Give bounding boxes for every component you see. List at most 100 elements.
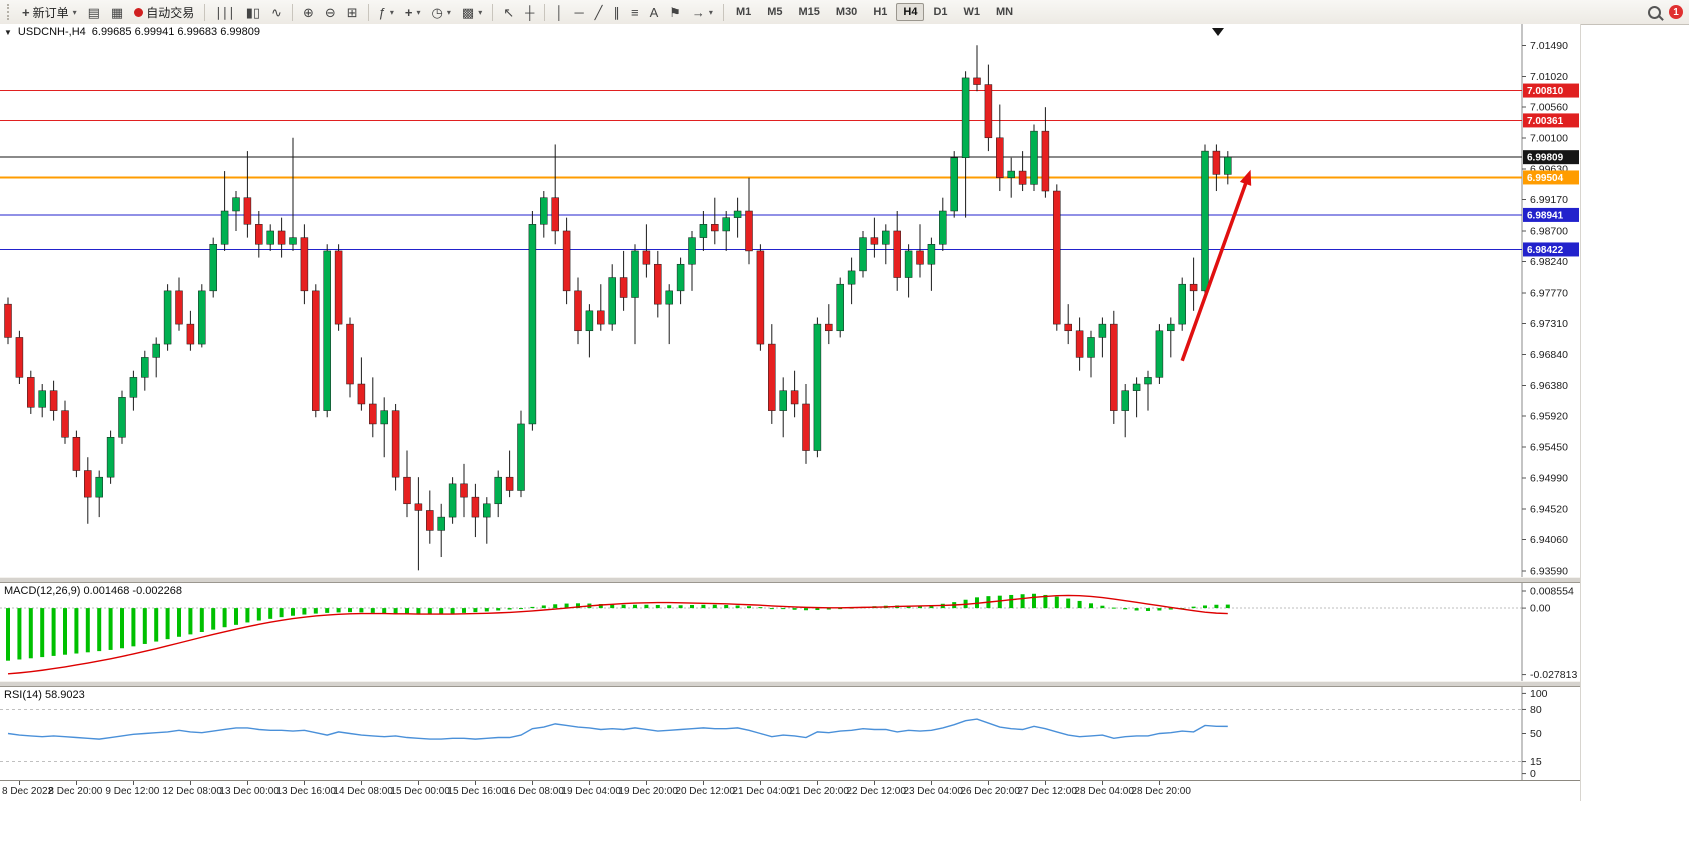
candle-body xyxy=(141,357,149,378)
timeframe-button-mn[interactable]: MN xyxy=(989,3,1020,21)
time-tick xyxy=(874,781,876,785)
macd-pane[interactable]: MACD(12,26,9) 0.001468 -0.002268 0.00855… xyxy=(0,583,1580,681)
macd-histogram-bar xyxy=(781,608,786,610)
price-tick-label: 6.98240 xyxy=(1530,256,1568,268)
charts-button[interactable]: ▤ xyxy=(83,2,105,22)
candle-body xyxy=(870,237,879,245)
candle-body xyxy=(665,290,673,305)
cursor-icon: ↖ xyxy=(503,4,515,20)
autotrading-button[interactable]: 自动交易 xyxy=(129,2,199,22)
candle-body xyxy=(676,263,685,292)
fibonacci-tool-button[interactable]: ≡ xyxy=(626,2,644,22)
candle-body xyxy=(1121,390,1129,411)
bar-chart-button[interactable]: ∣∣∣ xyxy=(210,2,240,22)
vertical-line-tool-button[interactable]: │ xyxy=(550,2,568,22)
profiles-button[interactable]: ▦ xyxy=(106,2,128,22)
time-axis[interactable]: 8 Dec 2022 8 Dec 20:00 9 Dec 12:00 12 Dec 0… xyxy=(0,780,1580,801)
macd-histogram-bar xyxy=(655,604,660,609)
pane-splitter[interactable] xyxy=(0,577,1580,583)
macd-canvas[interactable]: 0.008554 0.00 -0.027813 xyxy=(0,583,1580,681)
candle-body xyxy=(448,483,457,518)
main-chart-pane[interactable]: ▼ USDCNH-,H4 6.99685 6.99941 6.99683 6.9… xyxy=(0,24,1580,577)
macd-histogram-bar xyxy=(1203,605,1207,609)
pane-splitter[interactable] xyxy=(0,681,1580,687)
macd-histogram-bar xyxy=(1134,608,1139,611)
candle-body xyxy=(323,250,331,411)
candle-body xyxy=(619,277,628,298)
zoom-out-button[interactable]: ⊖ xyxy=(320,2,341,22)
candle-body xyxy=(289,237,297,245)
macd-histogram-bar xyxy=(496,608,501,611)
text-tool-button[interactable]: A xyxy=(645,2,664,22)
macd-histogram-bar xyxy=(815,608,820,611)
timeframe-button-d1[interactable]: D1 xyxy=(926,3,954,21)
indicators-button[interactable]: ƒ ▾ xyxy=(374,2,399,22)
periods-button[interactable]: ◷ ▾ xyxy=(427,2,456,22)
candle-body xyxy=(574,290,582,332)
timeframe-button-w1[interactable]: W1 xyxy=(957,3,988,21)
macd-histogram-bar xyxy=(1146,608,1150,611)
arrows-tool-button[interactable]: → ▾ xyxy=(687,2,718,22)
rsi-tick-label: 0 xyxy=(1530,768,1536,780)
price-chart-canvas[interactable]: 7.014907.010207.005607.001006.996306.991… xyxy=(0,24,1580,577)
candle-body xyxy=(597,310,605,325)
timeframe-button-h1[interactable]: H1 xyxy=(866,3,894,21)
timeframe-button-m5[interactable]: M5 xyxy=(760,3,789,21)
add-indicator-button[interactable]: + ▾ xyxy=(400,2,426,22)
candle-body xyxy=(1212,150,1221,175)
timeframe-button-h4[interactable]: H4 xyxy=(896,3,925,21)
profiles-icon: ▦ xyxy=(110,4,124,20)
price-tick-label: 6.96380 xyxy=(1530,380,1568,392)
candle-body xyxy=(756,250,765,345)
horizontal-line-tool-button[interactable]: ─ xyxy=(569,2,588,22)
notification-badge[interactable]: 1 xyxy=(1669,5,1683,19)
fibonacci-icon: ≡ xyxy=(631,4,639,20)
time-label: 16 Dec 08:00 xyxy=(504,786,564,797)
macd-histogram-bar xyxy=(120,608,124,649)
chevron-down-icon: ▾ xyxy=(708,7,713,17)
trendline-tool-button[interactable]: ╱ xyxy=(590,2,608,22)
price-tag-label: 6.99504 xyxy=(1527,173,1564,184)
candle-body xyxy=(996,137,1004,178)
search-icon[interactable] xyxy=(1648,5,1661,19)
trend-arrow-head xyxy=(1239,169,1252,186)
macd-histogram-bar xyxy=(1054,596,1059,609)
candle-body xyxy=(1041,130,1050,192)
price-tag-label: 6.98422 xyxy=(1527,245,1564,256)
tile-windows-button[interactable]: ⊞ xyxy=(342,2,363,22)
rsi-canvas[interactable]: 100 80 50 150 xyxy=(0,687,1580,780)
zoom-in-button[interactable]: ⊕ xyxy=(298,2,319,22)
time-label: 13 Dec 16:00 xyxy=(276,786,336,797)
candlestick-chart-button[interactable]: ▮▯ xyxy=(241,2,265,22)
timeframe-button-m30[interactable]: M30 xyxy=(829,3,864,21)
line-chart-icon: ∿ xyxy=(271,4,282,20)
candle-body xyxy=(847,270,856,285)
macd-histogram-bar xyxy=(108,608,113,650)
chart-shift-marker[interactable] xyxy=(1212,28,1224,36)
trend-arrow[interactable] xyxy=(1180,174,1251,362)
timeframe-button-m15[interactable]: M15 xyxy=(792,3,827,21)
price-tick-label: 6.94990 xyxy=(1530,472,1568,484)
text-label-icon: ⚑ xyxy=(669,4,681,20)
macd-histogram-bar xyxy=(484,608,489,612)
line-chart-button[interactable]: ∿ xyxy=(266,2,287,22)
time-tick xyxy=(931,781,933,785)
cursor-tool-button[interactable]: ↖ xyxy=(498,2,519,22)
templates-button[interactable]: ▩ ▾ xyxy=(457,2,487,22)
price-tag xyxy=(1523,150,1579,165)
macd-histogram-bar xyxy=(268,608,273,619)
channel-tool-button[interactable]: ∥ xyxy=(609,2,626,22)
macd-histogram-bar xyxy=(918,605,922,609)
rsi-pane[interactable]: RSI(14) 58.9023 100 80 50 15 0 xyxy=(0,687,1580,780)
macd-histogram-bar xyxy=(313,608,318,614)
new-order-button[interactable]: + 新订单 ▾ xyxy=(17,2,82,22)
text-label-tool-button[interactable]: ⚑ xyxy=(664,2,686,22)
price-tag xyxy=(1523,207,1579,222)
toolbar-grip[interactable] xyxy=(7,4,13,20)
candle-body xyxy=(152,343,160,358)
candle-body xyxy=(984,84,993,139)
crosshair-tool-button[interactable]: ┼ xyxy=(520,2,539,22)
macd-histogram-bar xyxy=(199,608,204,632)
timeframe-button-m1[interactable]: M1 xyxy=(729,3,758,21)
time-tick xyxy=(988,781,990,785)
